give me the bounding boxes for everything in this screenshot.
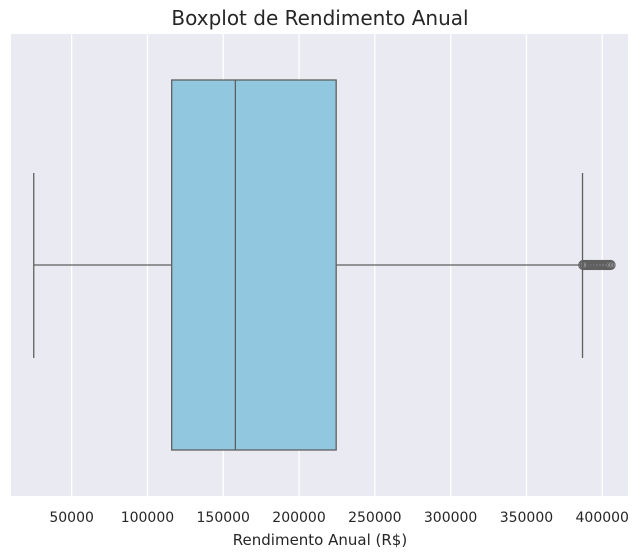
- iqr-box: [171, 79, 337, 451]
- x-tick-label: 400000: [576, 510, 629, 526]
- chart-title: Boxplot de Rendimento Anual: [171, 6, 468, 30]
- outlier-point: [605, 259, 616, 271]
- x-tick-label: 50000: [49, 510, 94, 526]
- x-axis-label: Rendimento Anual (R$): [233, 531, 407, 549]
- x-tick-label: 250000: [348, 510, 401, 526]
- x-tick-label: 150000: [197, 510, 250, 526]
- x-tick-label: 200000: [272, 510, 325, 526]
- x-tick-label: 100000: [121, 510, 174, 526]
- box-group: [33, 79, 616, 451]
- x-tick-labels: 50000 100000 150000 200000 250000 300000 35000…: [49, 510, 629, 526]
- x-tick-label: 300000: [424, 510, 477, 526]
- x-tick-label: 350000: [500, 510, 553, 526]
